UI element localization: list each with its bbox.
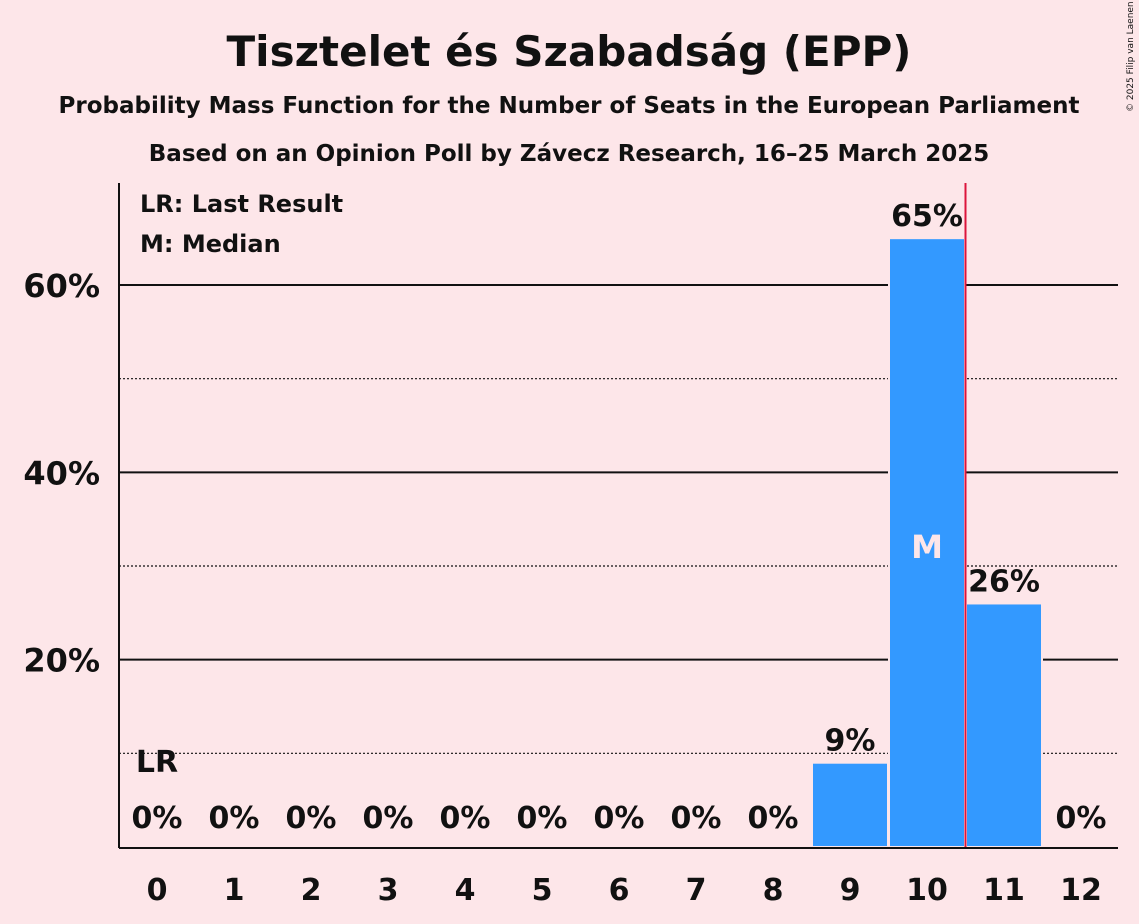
median-marker: M [911,528,943,566]
data-label: 0% [209,801,260,836]
y-tick-label: 20% [23,642,100,680]
y-tick-label: 40% [23,454,100,492]
chart-title: Tisztelet és Szabadság (EPP) [227,27,912,76]
bar [888,237,966,848]
data-label: 0% [286,801,337,836]
x-tick-label: 7 [686,873,707,908]
x-tick-label: 5 [532,873,553,908]
bar [811,761,889,849]
x-tick-label: 8 [763,873,784,908]
x-tick-label: 10 [906,873,948,908]
data-label: 0% [748,801,799,836]
data-label: 0% [671,801,722,836]
x-tick-label: 0 [147,873,168,908]
x-tick-label: 6 [609,873,630,908]
data-label: 0% [1056,801,1107,836]
x-tick-label: 3 [378,873,399,908]
bar [965,602,1043,849]
data-label: 0% [363,801,414,836]
data-label: 26% [968,564,1040,599]
x-tick-label: 9 [840,873,861,908]
chart-subtitle-2: Based on an Opinion Poll by Závecz Resea… [149,141,989,167]
copyright: © 2025 Filip van Laenen [1126,1,1136,112]
legend-last-result: LR: Last Result [140,190,343,218]
data-label: 0% [132,801,183,836]
data-label: 0% [517,801,568,836]
data-label: 9% [825,724,876,759]
legend-median: M: Median [140,230,281,258]
data-label: 65% [891,199,963,234]
x-tick-label: 4 [455,873,476,908]
last-result-marker: LR [136,745,178,780]
x-tick-label: 12 [1060,873,1102,908]
data-label: 0% [440,801,491,836]
data-label: 0% [594,801,645,836]
x-tick-label: 2 [301,873,322,908]
x-tick-label: 11 [983,873,1025,908]
chart-subtitle: Probability Mass Function for the Number… [59,93,1080,119]
y-tick-label: 60% [23,267,100,305]
x-tick-label: 1 [224,873,245,908]
